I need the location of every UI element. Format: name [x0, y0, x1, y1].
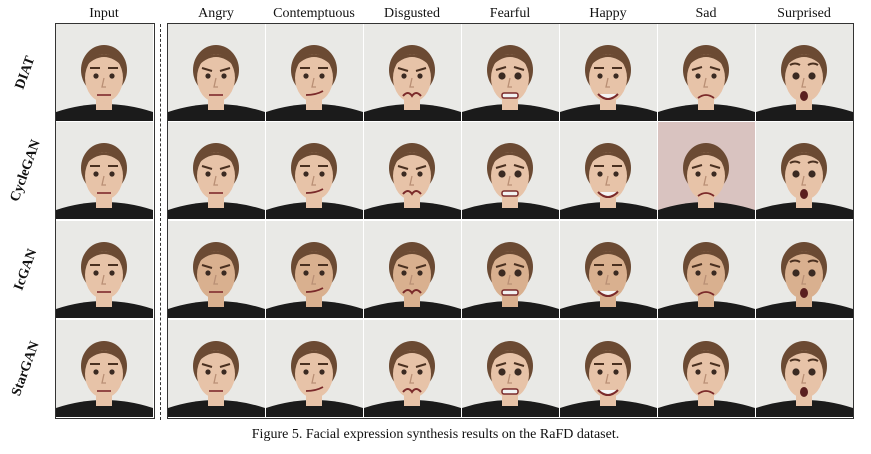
face-image-diat-sad	[658, 24, 755, 121]
row-label-stargan: StarGAN	[4, 320, 48, 418]
face-image-diat-input	[56, 24, 153, 121]
row-label-icgan: IcGAN	[4, 221, 48, 319]
row-label-diat: DIAT	[4, 24, 48, 122]
face-image-stargan-input	[56, 320, 153, 417]
separator-dashed-line	[160, 24, 161, 420]
column-header-input: Input	[89, 6, 119, 21]
face-image-stargan-angry	[168, 320, 265, 417]
column-header-angry: Angry	[198, 6, 234, 21]
row-label-text: DIAT	[12, 54, 39, 92]
face-image-diat-surprised	[756, 24, 853, 121]
face-image-stargan-disgusted	[364, 320, 461, 417]
face-image-cyclegan-contemptuous	[266, 122, 363, 219]
face-image-stargan-surprised	[756, 320, 853, 417]
face-image-cyclegan-sad	[658, 122, 755, 219]
row-label-text: StarGAN	[8, 339, 43, 399]
column-header-sad: Sad	[695, 6, 717, 21]
input-column-frame	[55, 23, 155, 419]
face-image-diat-disgusted	[364, 24, 461, 121]
face-image-cyclegan-happy	[560, 122, 657, 219]
face-image-diat-contemptuous	[266, 24, 363, 121]
column-header-happy: Happy	[589, 6, 627, 21]
face-image-diat-angry	[168, 24, 265, 121]
face-image-icgan-input	[56, 221, 153, 318]
column-header-disgusted: Disgusted	[384, 6, 440, 21]
face-image-icgan-sad	[658, 221, 755, 318]
face-image-stargan-sad	[658, 320, 755, 417]
face-image-cyclegan-fearful	[462, 122, 559, 219]
face-image-stargan-contemptuous	[266, 320, 363, 417]
row-label-text: IcGAN	[11, 247, 40, 293]
face-image-diat-fearful	[462, 24, 559, 121]
row-label-text: CycleGAN	[7, 137, 44, 204]
output-grid-frame	[167, 23, 854, 419]
face-image-stargan-happy	[560, 320, 657, 417]
face-image-diat-happy	[560, 24, 657, 121]
face-image-cyclegan-surprised	[756, 122, 853, 219]
face-image-icgan-angry	[168, 221, 265, 318]
face-image-cyclegan-input	[56, 122, 153, 219]
face-image-icgan-disgusted	[364, 221, 461, 318]
row-label-cyclegan: CycleGAN	[4, 122, 48, 220]
face-image-icgan-fearful	[462, 221, 559, 318]
face-image-cyclegan-angry	[168, 122, 265, 219]
face-image-stargan-fearful	[462, 320, 559, 417]
face-image-icgan-surprised	[756, 221, 853, 318]
column-header-fearful: Fearful	[489, 6, 531, 21]
face-image-icgan-contemptuous	[266, 221, 363, 318]
figure-caption: Figure 5. Facial expression synthesis re…	[251, 427, 620, 442]
column-header-surprised: Surprised	[777, 6, 831, 21]
column-header-contemptuous: Contemptuous	[273, 6, 355, 21]
face-image-icgan-happy	[560, 221, 657, 318]
face-image-cyclegan-disgusted	[364, 122, 461, 219]
